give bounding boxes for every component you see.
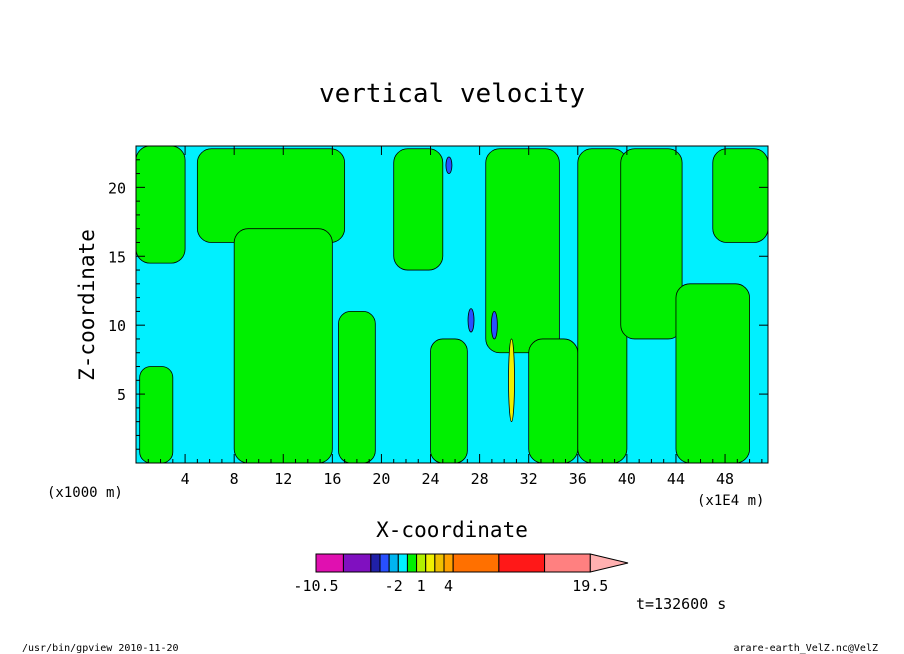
- colorbar-box: [416, 553, 427, 573]
- x-tick-label: 28: [471, 470, 489, 488]
- x-unit-right: (x1E4 m): [697, 493, 764, 509]
- y-tick-label: 5: [117, 386, 126, 404]
- footer-left: /usr/bin/gpview 2010-11-20: [22, 643, 179, 654]
- colorbar-box: [425, 553, 436, 573]
- colorbar-arrow: [589, 553, 629, 573]
- region-updraft: [577, 148, 628, 463]
- colorbar-box: [397, 553, 408, 573]
- colorbar-box: [379, 553, 390, 573]
- x-tick-label: 36: [569, 470, 587, 488]
- y-tick-label: 10: [108, 317, 126, 335]
- region-updraft: [485, 148, 560, 354]
- colorbar-label: 1: [417, 577, 426, 595]
- contour-lines: [445, 156, 515, 423]
- y-axis-label: Z-coordinate: [75, 229, 99, 381]
- y-axis: 5 10 15 20: [108, 159, 768, 450]
- region-updraft: [528, 338, 579, 463]
- x-tick-label: 44: [667, 470, 685, 488]
- region-updraft: [139, 366, 174, 463]
- x-tick-label: 16: [323, 470, 341, 488]
- colorbar-label: 19.5: [572, 577, 608, 595]
- colorbar-box: [498, 553, 546, 573]
- colorbar-box: [544, 553, 591, 573]
- x-tick-label: 8: [230, 470, 239, 488]
- colorbar: [315, 553, 629, 573]
- region-updraft: [393, 148, 444, 271]
- x-tick-label: 12: [274, 470, 292, 488]
- footer-right: arare-earth_VelZ.nc@VelZ: [734, 643, 879, 654]
- x-unit-left: (x1000 m): [47, 485, 123, 501]
- region-updraft: [675, 283, 750, 463]
- y-tick-label: 20: [108, 179, 126, 197]
- contour-field: [136, 146, 768, 463]
- colorbar-box: [388, 553, 399, 573]
- x-tick-label: 4: [181, 470, 190, 488]
- x-axis: 4 8 12 16 20 24 28 32 36 40 44 48: [147, 146, 763, 488]
- region-updraft: [338, 310, 376, 463]
- colorbar-label: 4: [444, 577, 453, 595]
- region-updraft: [136, 146, 186, 264]
- colorbar-labels: -10.5 -2 1 4 19.5: [293, 577, 608, 595]
- colorbar-box: [342, 553, 372, 573]
- strong-downdraft-streak: [445, 156, 453, 174]
- x-tick-label: 32: [520, 470, 538, 488]
- y-tick-label: 15: [108, 248, 126, 266]
- region-updraft: [430, 338, 468, 463]
- x-tick-label: 20: [372, 470, 390, 488]
- chart-title: vertical velocity: [319, 79, 585, 109]
- time-label: t=132600 s: [636, 595, 726, 613]
- colorbar-box: [452, 553, 500, 573]
- region-updraft: [620, 148, 683, 340]
- colorbar-label: -2: [385, 577, 403, 595]
- colorbar-box: [406, 553, 418, 573]
- region-updraft: [233, 228, 333, 463]
- region-updraft: [712, 148, 768, 243]
- x-axis-label: X-coordinate: [376, 518, 528, 542]
- intense-updraft-core: [508, 338, 515, 423]
- colorbar-box: [315, 553, 344, 573]
- plot-frame: [135, 145, 769, 464]
- strong-downdraft-streak: [490, 310, 498, 340]
- colorbar-label: -10.5: [293, 577, 338, 595]
- colorbar-box: [443, 553, 454, 573]
- x-tick-label: 48: [716, 470, 734, 488]
- colorbar-box: [434, 553, 445, 573]
- x-tick-label: 40: [618, 470, 636, 488]
- colorbar-box: [370, 553, 381, 573]
- strong-downdraft-streak: [467, 308, 475, 333]
- x-tick-label: 24: [421, 470, 439, 488]
